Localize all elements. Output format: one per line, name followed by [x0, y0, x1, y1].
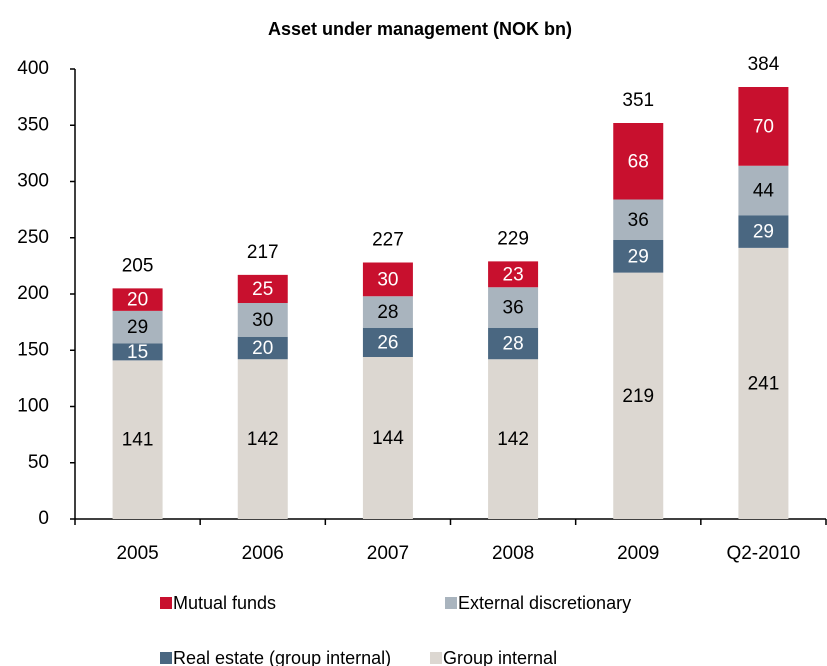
bar-segment	[613, 240, 664, 273]
bar-segment	[112, 288, 163, 311]
bar-segment	[237, 336, 288, 360]
value-label: 142	[497, 429, 529, 450]
legend-label: External discretionary	[458, 593, 631, 613]
value-label: 28	[377, 302, 398, 323]
value-label: 219	[622, 386, 654, 407]
bar-segment	[237, 359, 288, 519]
bar-segment	[738, 247, 789, 519]
value-label: 23	[503, 264, 524, 285]
value-label: 15	[127, 342, 148, 363]
value-label: 141	[122, 430, 154, 451]
y-tick-label: 50	[28, 452, 49, 473]
value-label: 26	[377, 332, 398, 353]
value-label: 70	[753, 116, 774, 137]
value-label: 25	[252, 279, 273, 300]
total-label: 229	[497, 228, 529, 249]
bar-segment	[237, 274, 288, 303]
bar-segment	[488, 261, 539, 288]
bar-segment	[488, 287, 539, 328]
y-tick-label: 0	[38, 508, 49, 529]
y-tick-label: 400	[17, 58, 49, 79]
x-tick-label: 2008	[492, 543, 534, 564]
legend-swatch	[160, 652, 172, 664]
bar-segment	[613, 123, 664, 200]
bar-segment	[488, 327, 539, 360]
bar-segment	[362, 296, 413, 328]
x-tick-label: 2006	[242, 543, 284, 564]
bar-segment	[362, 357, 413, 519]
bar-segment	[613, 272, 664, 519]
value-label: 241	[748, 373, 780, 394]
bar-segment	[237, 303, 288, 337]
bar-segment	[112, 343, 163, 361]
bar-segment	[112, 360, 163, 519]
value-label: 28	[503, 334, 524, 355]
value-label: 36	[503, 298, 524, 319]
y-tick-label: 150	[17, 339, 49, 360]
bar-segment	[362, 262, 413, 297]
y-tick-label: 300	[17, 171, 49, 192]
x-tick-label: Q2-2010	[726, 543, 800, 564]
value-label: 44	[753, 181, 775, 202]
value-label: 29	[127, 317, 148, 338]
legend-label: Real estate (group internal)	[173, 648, 391, 666]
legend-swatch	[430, 652, 442, 664]
total-label: 205	[122, 255, 154, 276]
value-label: 30	[377, 269, 398, 290]
value-label: 29	[628, 246, 649, 267]
y-tick-label: 100	[17, 396, 49, 417]
value-label: 68	[628, 151, 649, 172]
y-tick-label: 200	[17, 283, 49, 304]
bar-segment	[112, 310, 163, 344]
y-tick-label: 250	[17, 227, 49, 248]
total-label: 217	[247, 242, 279, 263]
bar-segment	[738, 165, 789, 216]
bar-segment	[362, 327, 413, 357]
legend-label: Group internal	[443, 648, 557, 666]
bar-segment	[488, 359, 539, 519]
x-tick-label: 2007	[367, 543, 409, 564]
value-label: 20	[252, 338, 273, 359]
legend-swatch	[445, 597, 457, 609]
value-label: 20	[127, 290, 148, 311]
value-label: 36	[628, 210, 649, 231]
value-label: 29	[753, 222, 774, 243]
total-label: 351	[622, 90, 654, 111]
bar-segment	[738, 215, 789, 248]
value-label: 142	[247, 429, 279, 450]
legend-swatch	[160, 597, 172, 609]
value-label: 144	[372, 428, 404, 449]
chart-title: Asset under management (NOK bn)	[268, 19, 572, 39]
value-label: 30	[252, 310, 273, 331]
bar-segment	[738, 87, 789, 166]
legend-label: Mutual funds	[173, 593, 276, 613]
x-tick-label: 2005	[116, 543, 158, 564]
y-tick-label: 350	[17, 114, 49, 135]
x-tick-label: 2009	[617, 543, 659, 564]
bar-segment	[613, 199, 664, 240]
total-label: 227	[372, 230, 404, 251]
total-label: 384	[748, 54, 780, 75]
